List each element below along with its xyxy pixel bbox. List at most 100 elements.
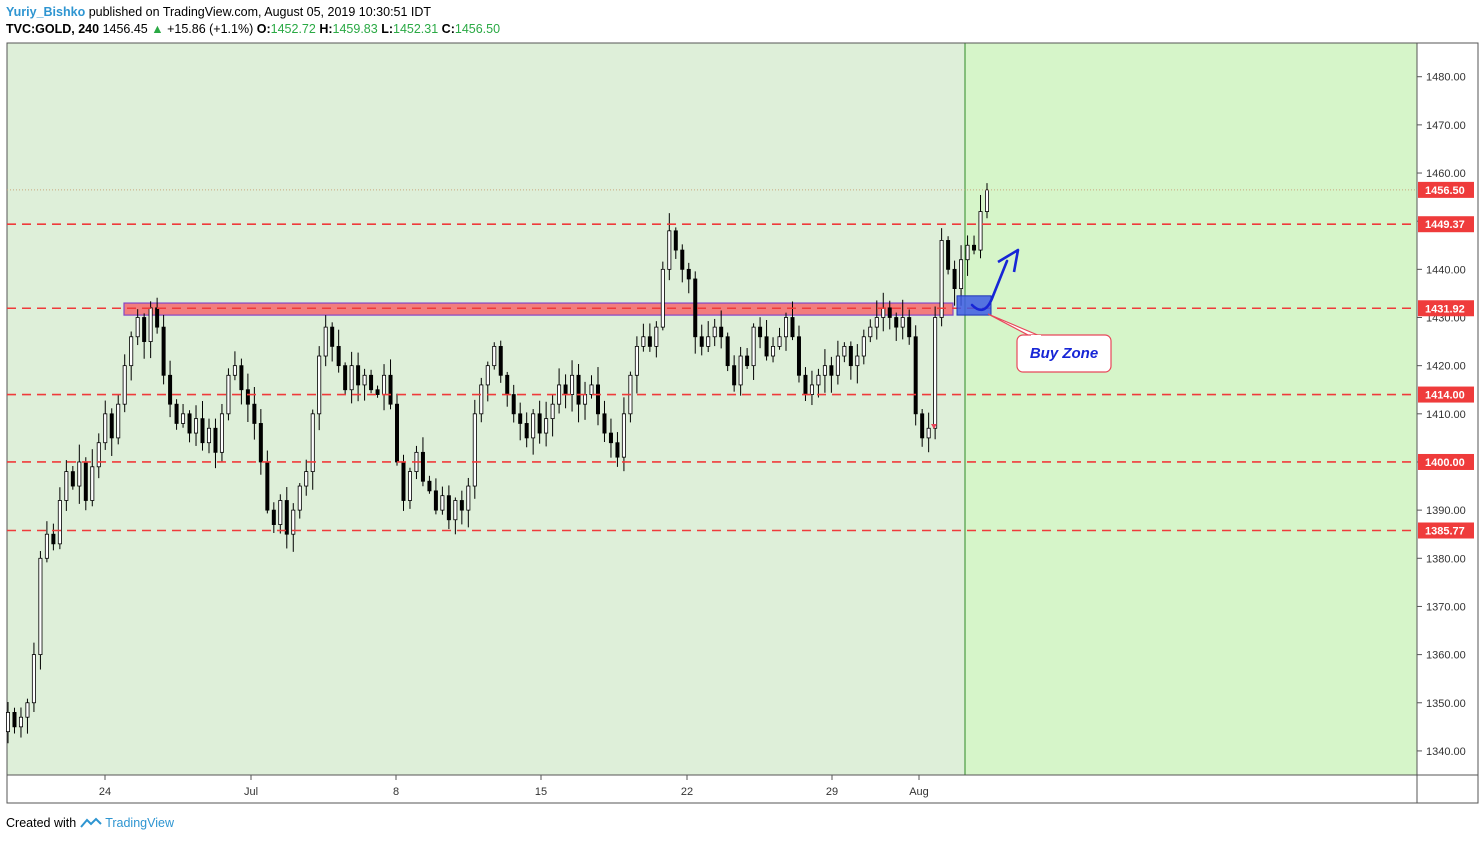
candle-body [440, 495, 445, 511]
candle-body [498, 345, 503, 376]
tradingview-brand[interactable]: TradingView [105, 816, 174, 830]
candle-body [232, 365, 237, 376]
candle-body [109, 413, 114, 439]
candle-body [70, 471, 75, 487]
candle-body [894, 317, 899, 328]
symbol-label: TVC:GOLD, 240 [6, 22, 100, 36]
author-link[interactable]: Yuriy_Bishko [6, 5, 86, 19]
candle-body [796, 336, 801, 376]
created-with-text: Created with [6, 816, 77, 830]
y-tick-label: 1440.00 [1426, 264, 1466, 276]
candle-body [673, 230, 678, 251]
candle-body [362, 374, 367, 386]
candle-body [284, 500, 289, 535]
candle-body [848, 345, 853, 367]
candle-body [946, 240, 951, 270]
candle-body [660, 268, 665, 328]
x-tick-label: Jul [244, 786, 258, 798]
candle-body [181, 413, 186, 424]
candle-body [680, 249, 685, 270]
candle-body [647, 336, 652, 347]
resistance-zone [123, 302, 954, 316]
candle-body [732, 365, 737, 386]
price-level-tag [1418, 216, 1474, 233]
candle-body [595, 384, 600, 415]
candle-body [719, 326, 724, 338]
ohlc-legend: TVC:GOLD, 240 1456.45 ▲ +15.86 (+1.1%) O… [6, 22, 500, 36]
candle-body [466, 485, 471, 511]
candle-body [608, 432, 613, 444]
candle-body [803, 374, 808, 395]
candle-body [304, 471, 309, 487]
candle-body [310, 413, 315, 473]
candle-body [621, 413, 626, 458]
candle-body [155, 307, 160, 328]
candle-body [868, 326, 873, 338]
candle-body [194, 418, 199, 434]
candle-body [952, 268, 957, 290]
candle-body [505, 374, 510, 395]
candle-body [641, 336, 646, 347]
price-level-label: 1431.92 [1425, 303, 1465, 315]
candle-body [407, 471, 412, 501]
candle-body [90, 466, 95, 501]
candle-body [537, 413, 542, 434]
candle-body [816, 374, 821, 386]
candle-body [602, 413, 607, 434]
low-value: 1452.31 [393, 22, 439, 36]
candle-body [200, 418, 205, 444]
candle-body [874, 317, 879, 328]
candle-body [492, 345, 497, 367]
candle-body [771, 345, 776, 357]
candle-body [563, 384, 568, 395]
candle-body [887, 307, 892, 318]
candle-body [784, 317, 789, 338]
callout-box [1016, 334, 1112, 373]
candle-body [459, 500, 464, 511]
candle-body [583, 394, 588, 405]
candle-body [388, 374, 393, 405]
y-tick-label: 1380.00 [1426, 553, 1466, 565]
low-label: L: [381, 22, 393, 36]
y-tick-label: 1470.00 [1426, 120, 1466, 132]
candle-body [239, 365, 244, 391]
x-tick-label: 24 [99, 786, 111, 798]
candle-body [31, 654, 36, 704]
candle-body [291, 509, 296, 535]
candle-body [83, 461, 88, 501]
candle-body [187, 413, 192, 434]
candle-body [518, 413, 523, 424]
high-label: H: [319, 22, 333, 36]
candle-body [252, 403, 257, 424]
price-level-label: 1400.00 [1425, 457, 1465, 469]
candle-body [349, 365, 354, 391]
candle-body [933, 317, 938, 429]
y-tick-label: 1420.00 [1426, 361, 1466, 373]
candle-body [122, 365, 127, 405]
candle-body [745, 355, 750, 367]
price-level-tag [1418, 300, 1474, 317]
candle-body [330, 326, 335, 347]
price-level-label: 1449.37 [1425, 219, 1465, 231]
candle-body [835, 355, 840, 376]
candle-body [64, 471, 69, 501]
candle-body [213, 427, 218, 453]
candle-body [57, 500, 62, 545]
y-tick-label: 1410.00 [1426, 409, 1466, 421]
candle-body [589, 384, 594, 395]
candle-body [855, 355, 860, 367]
candle-body [245, 389, 250, 405]
candle-body [25, 702, 30, 718]
candle-body [382, 374, 387, 395]
candle-body [161, 326, 166, 376]
candle-body [51, 533, 56, 545]
price-level-tag [1418, 386, 1474, 403]
candle-body [44, 533, 49, 559]
y-tick-label: 1340.00 [1426, 746, 1466, 758]
candle-body [706, 336, 711, 347]
candle-body [693, 278, 698, 338]
candle-body [479, 384, 484, 415]
candle-body [511, 394, 516, 415]
candle-body [420, 451, 425, 482]
